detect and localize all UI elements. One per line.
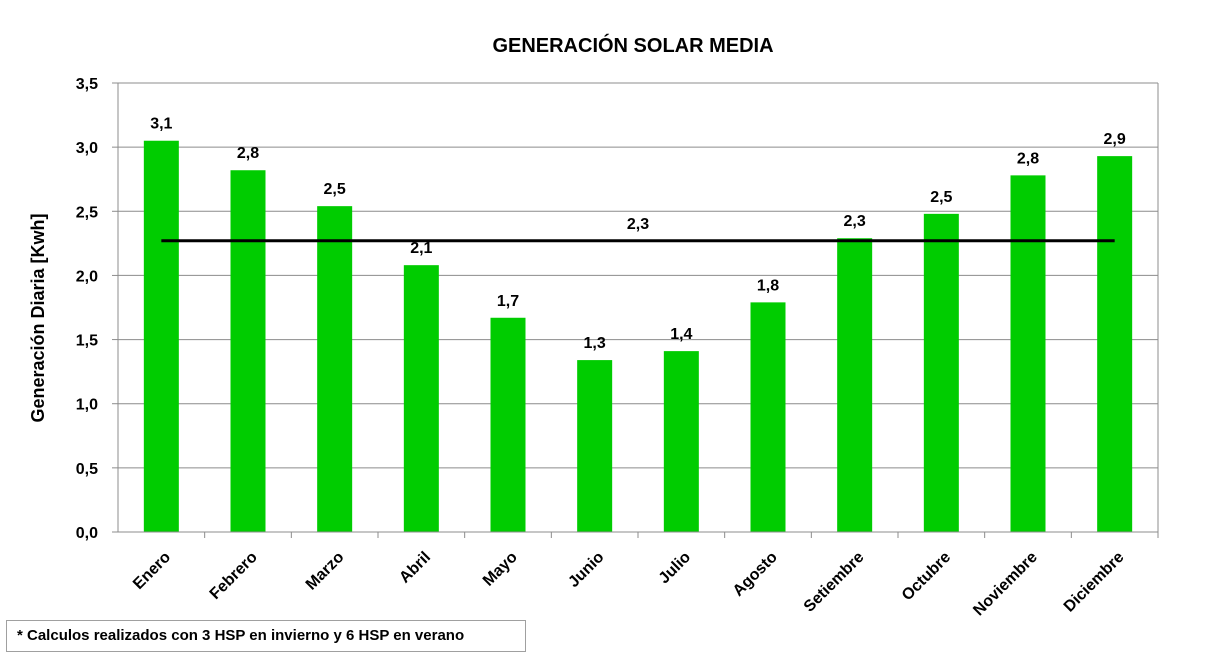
data-label: 3,1	[150, 116, 172, 133]
data-label: 1,8	[757, 277, 779, 294]
x-tick-label: Noviembre	[970, 549, 1041, 620]
data-label: 2,5	[930, 189, 952, 206]
x-tick-label: Enero	[130, 549, 174, 593]
y-axis-label: Generación Diaria [Kwh]	[28, 213, 48, 422]
data-label: 1,4	[670, 326, 692, 343]
x-tick-label: Mayo	[480, 549, 521, 590]
data-labels: 3,1 2,8 2,5 2,1 1,7 1,3 1,4 1,8 2,3 2,5 2,8 2,9	[150, 116, 1126, 352]
y-axis-ticks: 0,0 0,5 1,0 1,5 2,0 2,5 3,0 3,5	[76, 76, 118, 542]
y-tick-label: 0,5	[76, 461, 98, 478]
x-tick-label: Abril	[396, 549, 434, 587]
y-tick-label: 2,5	[76, 204, 98, 221]
x-axis-categories: Enero Febrero Marzo Abril Mayo Junio Julio Agos…	[130, 532, 1159, 620]
average-line-group: 2,3	[161, 216, 1115, 243]
data-label: 1,3	[584, 335, 606, 352]
gridlines	[118, 82, 1158, 533]
data-label: 2,1	[410, 240, 432, 257]
bar	[143, 140, 179, 532]
average-label: 2,3	[627, 216, 649, 233]
bars	[143, 140, 1133, 532]
data-label: 2,5	[324, 181, 346, 198]
y-tick-label: 2,0	[76, 268, 98, 285]
x-tick-label: Junio	[565, 549, 607, 591]
bar	[317, 206, 353, 532]
data-label: 2,8	[237, 145, 259, 162]
bar	[1097, 156, 1133, 532]
bar	[663, 351, 699, 532]
bar	[1010, 175, 1046, 532]
y-tick-label: 1,5	[76, 333, 98, 350]
y-tick-label: 3,5	[76, 76, 98, 93]
y-tick-label: 3,0	[76, 140, 98, 157]
x-tick-label: Febrero	[207, 549, 261, 603]
chart-title: GENERACIÓN SOLAR MEDIA	[492, 33, 773, 57]
x-tick-label: Marzo	[303, 549, 348, 594]
x-tick-label: Diciembre	[1061, 549, 1128, 616]
data-label: 2,9	[1104, 131, 1126, 148]
footnote: * Calculos realizados con 3 HSP en invie…	[6, 620, 526, 652]
bar	[837, 238, 873, 532]
bar	[490, 317, 526, 532]
x-tick-label: Agosto	[730, 549, 781, 600]
x-tick-label: Setiembre	[801, 549, 868, 616]
bar	[750, 302, 786, 532]
x-tick-label: Julio	[656, 549, 695, 588]
data-label: 1,7	[497, 293, 519, 310]
data-label: 2,3	[844, 213, 866, 230]
bar	[230, 170, 266, 532]
axes	[117, 83, 1159, 533]
y-tick-label: 0,0	[76, 525, 98, 542]
bar	[577, 360, 613, 532]
data-label: 2,8	[1017, 150, 1039, 167]
x-tick-label: Octubre	[899, 549, 954, 604]
y-tick-label: 1,0	[76, 397, 98, 414]
bar	[403, 265, 439, 532]
bar	[923, 213, 959, 532]
